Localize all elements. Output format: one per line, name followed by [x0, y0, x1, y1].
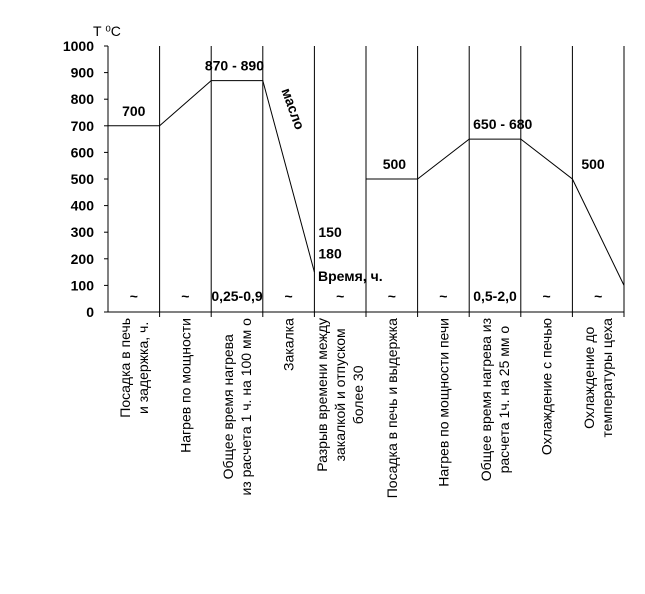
stage-label: Нагрев по мощности: [177, 318, 193, 453]
y-tick-label: 200: [71, 251, 95, 267]
stage-duration: ~: [594, 288, 602, 304]
stage-duration: ~: [130, 288, 138, 304]
temperature-line: [108, 80, 315, 273]
y-tick-label: 600: [71, 144, 95, 160]
y-tick-label: 900: [71, 65, 95, 81]
stage-label: Посадка в печь и выдержка: [384, 318, 400, 498]
stage-duration: ~: [439, 288, 447, 304]
annotation-label: 180: [318, 245, 342, 261]
y-tick-label: 400: [71, 198, 95, 214]
x-axis-title: Время, ч.: [318, 268, 383, 284]
annotation-label: 150: [318, 224, 342, 240]
annotation-label: 700: [122, 103, 146, 119]
stage-label: Разрыв времени между закалкой и отпуском б…: [314, 318, 366, 472]
annotation-label: 650 - 680: [473, 116, 532, 132]
stage-duration: 0,25-0,9: [211, 288, 263, 304]
y-tick-label: 100: [71, 277, 95, 293]
stage-duration: ~: [285, 288, 293, 304]
stage-label: Закалка: [281, 318, 297, 371]
stage-duration: 0,5-2,0: [473, 288, 517, 304]
y-tick-label: 300: [71, 224, 95, 240]
stage-label: Охлаждение до температуры цеха: [581, 318, 615, 438]
stage-duration: ~: [388, 288, 396, 304]
annotation-label: масло: [278, 86, 308, 132]
stage-label: Общее время нагрева из расчета 1ч. на 25 …: [478, 318, 512, 481]
y-tick-label: 800: [71, 91, 95, 107]
annotation-label: 870 - 890: [205, 58, 264, 74]
y-tick-label: 700: [71, 118, 95, 134]
stage-duration: ~: [543, 288, 551, 304]
annotation-label: 500: [581, 156, 605, 172]
temperature-line: [366, 138, 625, 286]
stage-label: Нагрев по мощности печи: [435, 318, 451, 487]
y-tick-label: 0: [86, 304, 94, 320]
y-tick-label: 500: [71, 171, 95, 187]
stage-duration: ~: [181, 288, 189, 304]
stage-label: Посадка в печь и задержка, ч.: [117, 318, 151, 418]
y-tick-label: 1000: [63, 38, 94, 54]
stage-label: Охлаждение с печью: [539, 318, 555, 455]
annotation-label: 500: [383, 156, 407, 172]
y-axis-title: T ⁰С: [93, 23, 121, 39]
stage-duration: ~: [336, 288, 344, 304]
stage-label: Общее время нагрева из расчета 1 ч. на 10…: [220, 318, 254, 496]
